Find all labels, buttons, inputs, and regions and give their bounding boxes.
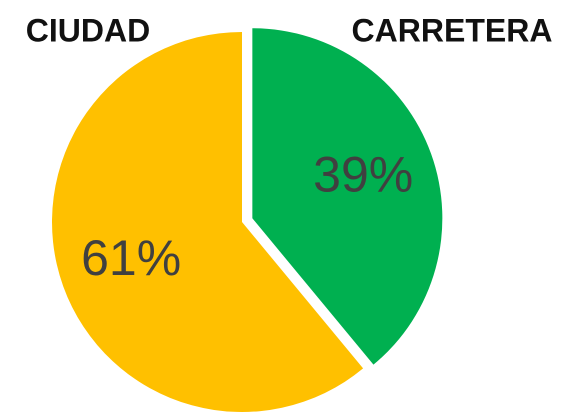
category-label: CARRETERA bbox=[352, 12, 553, 48]
data-label: 61% bbox=[81, 230, 181, 286]
category-label: CIUDAD bbox=[26, 12, 150, 48]
data-label: 39% bbox=[313, 147, 413, 203]
pie-slice bbox=[252, 28, 443, 365]
pie-slice bbox=[52, 32, 364, 412]
